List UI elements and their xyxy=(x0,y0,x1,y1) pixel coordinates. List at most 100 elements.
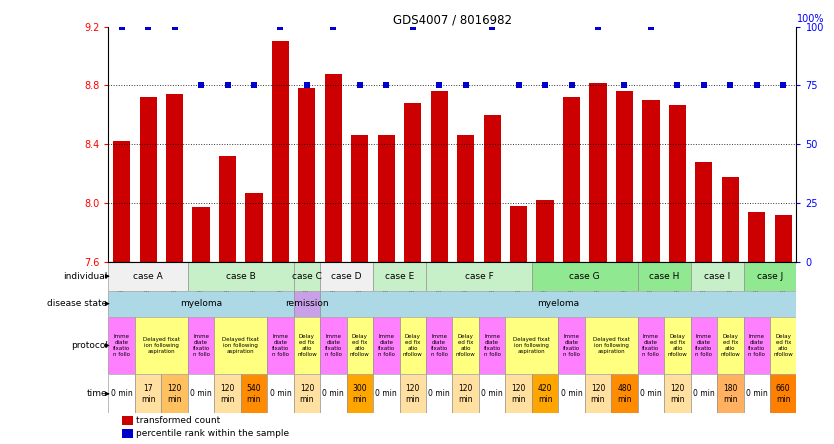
Bar xyxy=(135,374,161,413)
Text: 540
min: 540 min xyxy=(247,384,261,404)
Bar xyxy=(241,374,267,413)
Bar xyxy=(267,317,294,374)
Point xyxy=(512,82,525,89)
Text: 120
min: 120 min xyxy=(590,384,605,404)
Point xyxy=(644,23,657,30)
Bar xyxy=(214,317,267,374)
Bar xyxy=(558,317,585,374)
Bar xyxy=(505,374,532,413)
Text: myeloma: myeloma xyxy=(180,299,222,308)
Text: case A: case A xyxy=(133,272,163,281)
Bar xyxy=(108,317,135,374)
Bar xyxy=(347,317,373,374)
Bar xyxy=(479,317,505,374)
Text: 0 min: 0 min xyxy=(429,389,450,398)
Bar xyxy=(245,193,263,262)
Bar xyxy=(590,83,606,262)
Text: 300
min: 300 min xyxy=(353,384,367,404)
Bar xyxy=(770,374,796,413)
Bar xyxy=(452,317,479,374)
Bar xyxy=(696,162,712,262)
Text: 660
min: 660 min xyxy=(776,384,791,404)
Text: Imme
diate
fixatio
n follo: Imme diate fixatio n follo xyxy=(324,334,342,357)
Bar xyxy=(691,262,744,290)
Point xyxy=(274,23,287,30)
Bar xyxy=(294,317,320,374)
Point xyxy=(115,23,128,30)
Bar xyxy=(373,317,399,374)
Text: Imme
diate
fixatio
n follo: Imme diate fixatio n follo xyxy=(272,334,289,357)
Text: Imme
diate
fixatio
n follo: Imme diate fixatio n follo xyxy=(642,334,660,357)
Text: 120
min: 120 min xyxy=(405,384,420,404)
Text: 0 min: 0 min xyxy=(375,389,397,398)
Text: Imme
diate
fixatio
n follo: Imme diate fixatio n follo xyxy=(378,334,395,357)
Text: Imme
diate
fixatio
n follo: Imme diate fixatio n follo xyxy=(696,334,712,357)
Bar xyxy=(294,262,320,290)
Bar xyxy=(744,262,796,290)
Bar xyxy=(510,206,527,262)
Bar xyxy=(188,374,214,413)
Text: Delayed fixat
ion following
aspiration: Delayed fixat ion following aspiration xyxy=(223,337,259,354)
Bar xyxy=(691,317,717,374)
Bar xyxy=(166,94,183,262)
Text: Delay
ed fix
atio
nfollow: Delay ed fix atio nfollow xyxy=(350,334,369,357)
Bar xyxy=(452,374,479,413)
Text: case F: case F xyxy=(465,272,493,281)
Text: 120
min: 120 min xyxy=(168,384,182,404)
Bar xyxy=(294,290,320,317)
Text: 0 min: 0 min xyxy=(111,389,133,398)
Text: Delay
ed fix
atio
nfollow: Delay ed fix atio nfollow xyxy=(297,334,317,357)
Text: myeloma: myeloma xyxy=(537,299,580,308)
Text: Delayed fixat
ion following
aspiration: Delayed fixat ion following aspiration xyxy=(593,337,630,354)
Bar xyxy=(638,262,691,290)
Bar xyxy=(457,135,475,262)
Text: 17
min: 17 min xyxy=(141,384,155,404)
Bar xyxy=(748,212,766,262)
Bar xyxy=(299,88,315,262)
Text: 420
min: 420 min xyxy=(538,384,552,404)
Point xyxy=(671,82,684,89)
Bar xyxy=(638,317,664,374)
Bar xyxy=(214,374,241,413)
Text: Delayed fixat
ion following
aspiration: Delayed fixat ion following aspiration xyxy=(514,337,550,354)
Text: case D: case D xyxy=(331,272,362,281)
Text: case G: case G xyxy=(570,272,600,281)
Bar xyxy=(717,317,744,374)
Text: 180
min: 180 min xyxy=(723,384,737,404)
Bar xyxy=(744,374,770,413)
Point xyxy=(379,82,393,89)
Bar xyxy=(426,317,452,374)
Bar xyxy=(320,317,347,374)
Point xyxy=(221,82,234,89)
Bar xyxy=(135,317,188,374)
Text: 480
min: 480 min xyxy=(617,384,631,404)
Bar xyxy=(373,374,399,413)
Bar xyxy=(267,374,294,413)
Bar xyxy=(399,374,426,413)
Point xyxy=(327,23,340,30)
Bar xyxy=(399,317,426,374)
Text: 100%: 100% xyxy=(796,14,824,24)
Bar xyxy=(320,262,373,290)
Text: protocol: protocol xyxy=(71,341,108,350)
Text: disease state: disease state xyxy=(48,299,108,308)
Text: Delay
ed fix
atio
nfollow: Delay ed fix atio nfollow xyxy=(773,334,793,357)
Bar xyxy=(775,215,791,262)
Bar xyxy=(430,91,448,262)
Bar xyxy=(404,103,421,262)
Point xyxy=(591,23,605,30)
Point xyxy=(142,23,155,30)
Point xyxy=(459,82,472,89)
Text: Imme
diate
fixatio
n follo: Imme diate fixatio n follo xyxy=(484,334,500,357)
Text: 120
min: 120 min xyxy=(511,384,526,404)
Text: Imme
diate
fixatio
n follo: Imme diate fixatio n follo xyxy=(113,334,130,357)
Text: case I: case I xyxy=(704,272,731,281)
Bar xyxy=(294,374,320,413)
Bar xyxy=(272,41,289,262)
Bar xyxy=(770,317,796,374)
Text: case C: case C xyxy=(292,272,322,281)
Text: 120
min: 120 min xyxy=(220,384,234,404)
Bar xyxy=(611,374,638,413)
Bar xyxy=(721,177,739,262)
Text: 0 min: 0 min xyxy=(481,389,503,398)
